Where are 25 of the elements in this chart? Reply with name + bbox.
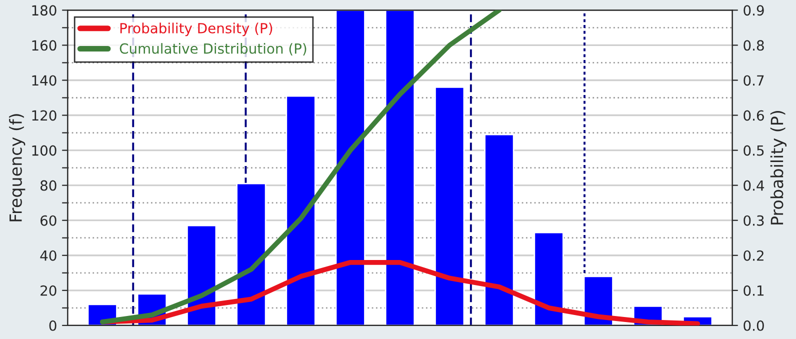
y-tick-label: 120 [32, 110, 56, 121]
y2-tick-label: 0.9 [744, 5, 764, 16]
y2-tick-label: 0.5 [744, 145, 764, 156]
y2-tick-label: 0.3 [744, 215, 764, 226]
legend-label: Cumulative Distribution (P) [120, 43, 306, 56]
y2-tick-label: 0.4 [744, 180, 764, 191]
y2-tick-label: 0.8 [744, 40, 764, 51]
y2-tick-label: 0.2 [744, 250, 764, 261]
y2-tick-label: 0.6 [744, 110, 764, 121]
y-tick-label: 140 [32, 75, 56, 86]
y-tick-label: 20 [40, 285, 56, 296]
y-tick-label: 160 [32, 40, 56, 51]
line-series [100, 10, 502, 324]
y-axis-title: Frequency (f) [9, 114, 26, 222]
y-tick-label: 60 [40, 215, 56, 226]
y-tick-label: 80 [40, 180, 56, 191]
y-tick-label: 180 [32, 5, 56, 16]
y-tick-label: 40 [40, 250, 56, 261]
y2-tick-label: 0.7 [744, 75, 764, 86]
y-tick-label: 100 [32, 145, 56, 156]
legend-label: Probability Density (P) [120, 22, 272, 36]
y-tick-label: 0 [49, 320, 56, 331]
y2-axis-title: Probability (P) [770, 111, 787, 224]
y2-tick-label: 0.1 [744, 285, 764, 296]
y2-tick-label: 0.0 [744, 320, 764, 331]
